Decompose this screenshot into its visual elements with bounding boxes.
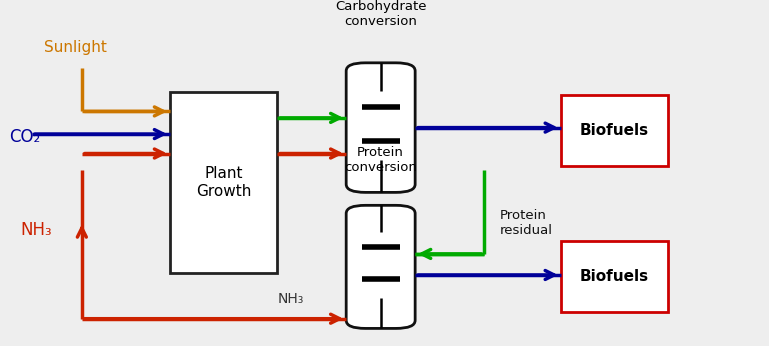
Text: NH₃: NH₃: [21, 221, 52, 239]
Text: Carbohydrate
conversion: Carbohydrate conversion: [335, 0, 427, 28]
Text: Biofuels: Biofuels: [580, 269, 649, 284]
Bar: [170, 92, 278, 273]
Text: Protein
residual: Protein residual: [499, 209, 552, 237]
Text: CO₂: CO₂: [9, 128, 40, 146]
Text: Biofuels: Biofuels: [580, 123, 649, 138]
Text: Sunlight: Sunlight: [44, 40, 106, 55]
Bar: [561, 95, 668, 166]
FancyBboxPatch shape: [346, 63, 415, 192]
Text: Plant
Growth: Plant Growth: [196, 166, 251, 199]
FancyBboxPatch shape: [346, 205, 415, 328]
Text: Protein
conversion: Protein conversion: [345, 146, 417, 174]
Text: NH₃: NH₃: [278, 292, 304, 306]
Bar: [561, 241, 668, 312]
